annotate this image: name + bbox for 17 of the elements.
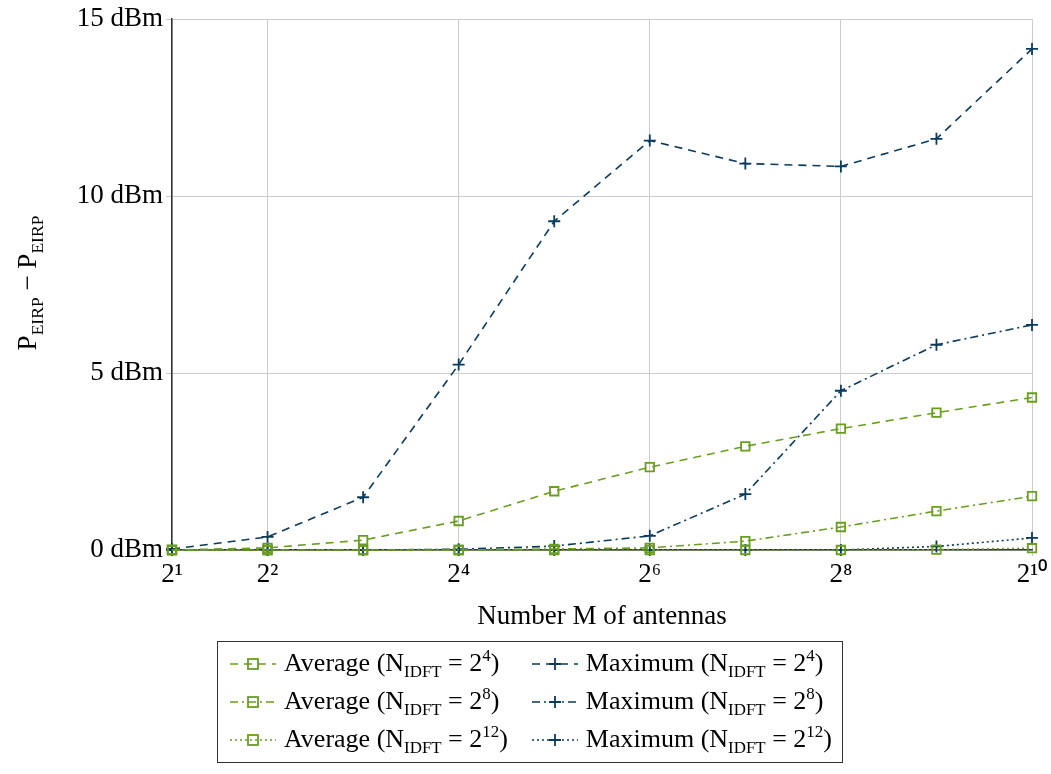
y-tick-label: 5 dBm — [90, 356, 163, 387]
legend-label: Maximum (N$_{IDFT}$ = 2$^{12}$) — [585, 721, 832, 758]
x-tick-label: 2⁶ — [638, 558, 662, 589]
legend-label: Maximum (N$_{IDFT}$ = 2$^{4}$) — [585, 646, 824, 682]
y-tick-label: 10 dBm — [76, 179, 163, 210]
x-tick-label: 2⁸ — [829, 558, 853, 589]
legend-label: Maximum (N$_{IDFT}$ = 2$^{8}$) — [585, 683, 824, 720]
x-tick-label: 2⁴ — [447, 558, 471, 589]
legend-label: Average (N$_{IDFT}$ = 2$^{4}$) — [284, 646, 500, 682]
x-tick-label: 2¹⁰ — [1016, 558, 1048, 589]
y-tick-label: 15 dBm — [76, 2, 163, 33]
legend-label: Average (N$_{IDFT}$ = 2$^{12}$) — [284, 721, 508, 758]
x-tick-label: 2¹ — [161, 558, 183, 589]
x-axis-title: Number M of antennas — [476, 600, 728, 631]
y-tick-label: 0 dBm — [90, 533, 163, 564]
legend-label: Average (N$_{IDFT}$ = 2$^{8}$) — [284, 683, 500, 720]
x-tick-label: 2² — [256, 558, 279, 589]
